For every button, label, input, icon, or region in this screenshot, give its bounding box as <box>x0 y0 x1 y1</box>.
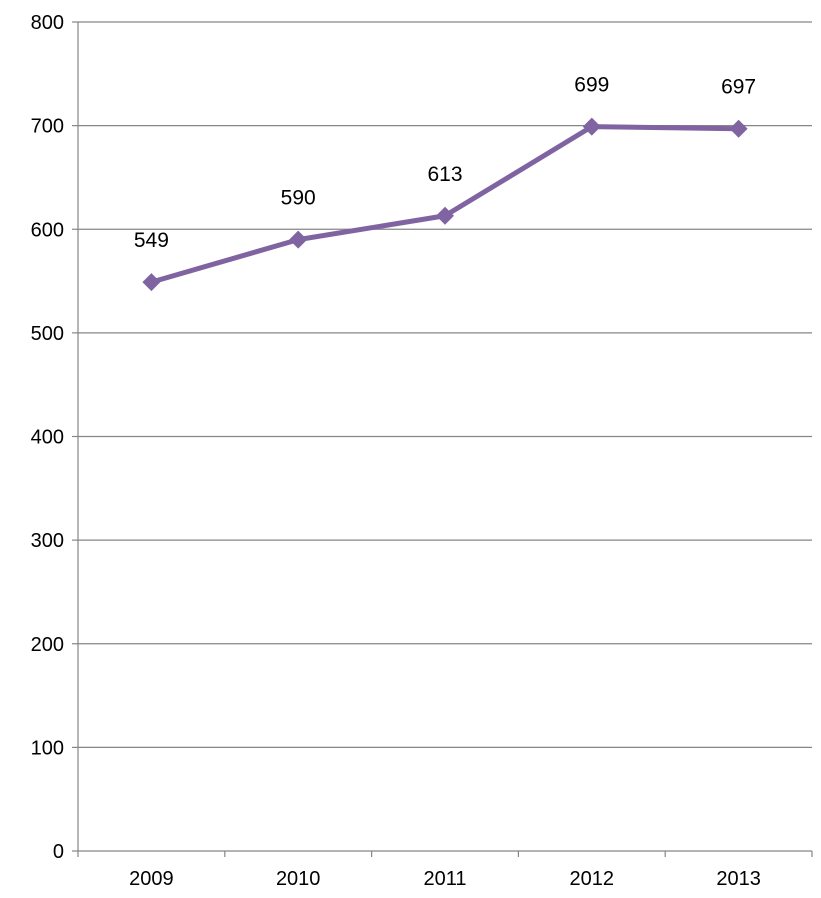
y-tick-label-700: 700 <box>31 116 64 138</box>
data-labels: 549 590 613 699 697 <box>134 74 756 252</box>
data-point-2010 <box>289 230 308 249</box>
data-label-2009: 549 <box>134 229 169 252</box>
markers <box>142 117 748 292</box>
y-tick-label-800: 800 <box>31 12 64 34</box>
x-tick-label-2010: 2010 <box>276 868 321 890</box>
axes <box>72 21 813 857</box>
data-point-2013 <box>729 119 748 138</box>
data-label-2013: 697 <box>721 76 756 99</box>
data-point-2009 <box>142 273 161 292</box>
series-group <box>148 124 742 285</box>
x-tick-label-2013: 2013 <box>716 868 761 890</box>
x-tick-label-2012: 2012 <box>570 868 615 890</box>
y-tick-label-200: 200 <box>31 634 64 656</box>
x-tick-label-2009: 2009 <box>129 868 174 890</box>
y-tick-label-500: 500 <box>31 323 64 345</box>
y-tick-label-400: 400 <box>31 427 64 449</box>
y-tick-label-300: 300 <box>31 530 64 552</box>
x-axis-tick-labels: 2009 2010 2011 2012 2013 <box>129 868 761 890</box>
x-tick-label-2011: 2011 <box>423 868 466 890</box>
y-tick-label-600: 600 <box>31 219 64 241</box>
y-tick-label-100: 100 <box>31 737 64 759</box>
data-label-2010: 590 <box>281 187 316 210</box>
data-point-2012 <box>582 117 601 136</box>
gridlines <box>78 21 812 748</box>
data-label-2012: 699 <box>574 74 609 97</box>
y-tick-label-0: 0 <box>53 841 64 863</box>
data-label-2011: 613 <box>427 163 462 186</box>
data-point-2011 <box>436 206 454 225</box>
y-axis-tick-labels: 0 100 200 300 400 500 600 700 800 <box>31 12 64 863</box>
series-line <box>148 124 742 285</box>
